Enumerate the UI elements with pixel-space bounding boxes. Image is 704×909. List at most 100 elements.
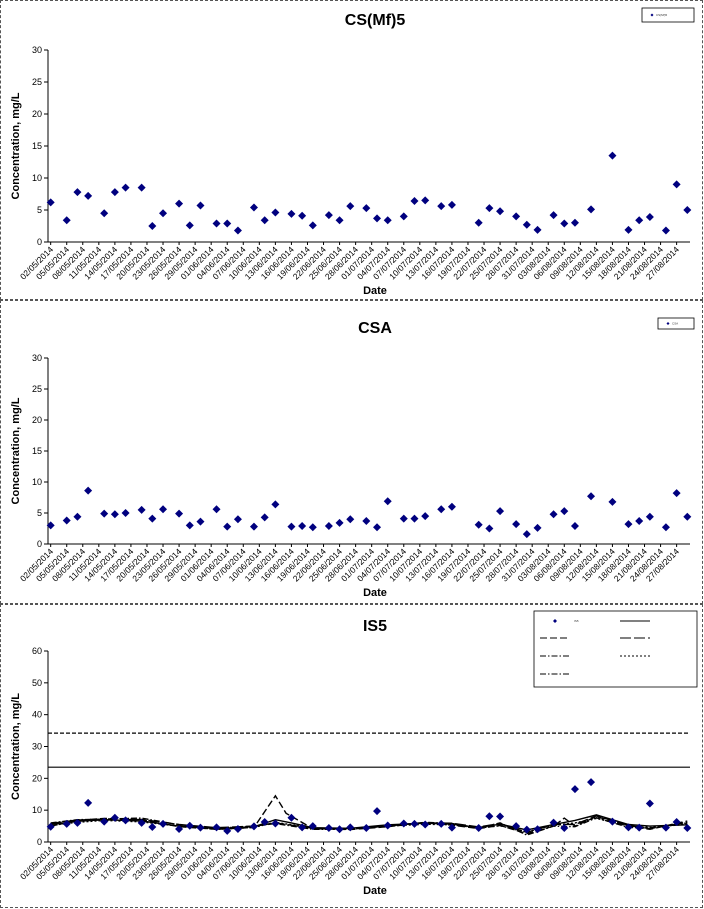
data-point — [100, 509, 109, 518]
legend-box — [641, 7, 695, 23]
data-point — [159, 505, 168, 514]
legend-box — [657, 317, 695, 330]
data-point — [271, 208, 280, 217]
data-point — [335, 518, 344, 527]
data-point — [212, 219, 221, 228]
data-point — [362, 517, 371, 526]
data-point — [635, 517, 644, 526]
data-point — [233, 515, 242, 524]
x-axis-label: Date — [363, 587, 387, 599]
y-tick-label: 10 — [32, 173, 42, 183]
data-point — [560, 219, 569, 228]
data-point — [437, 819, 446, 828]
data-point — [287, 209, 296, 218]
legend-marker — [650, 13, 654, 17]
y-tick-label: 20 — [32, 773, 42, 783]
y-tick-label: 60 — [32, 646, 42, 656]
x-axis-label: Date — [363, 285, 387, 297]
chart-panel-csa: CSA 0 5 10 15 20 25 30 Concentration, mg/L 02/05/… — [0, 300, 703, 604]
legend-marker — [666, 322, 670, 325]
data-point — [608, 151, 617, 160]
legend-box — [533, 610, 698, 688]
data-point — [175, 199, 184, 208]
data-point — [223, 826, 232, 835]
data-point — [287, 813, 296, 822]
data-point — [608, 497, 617, 506]
data-point — [308, 822, 317, 831]
legend: CSA — [657, 317, 695, 330]
data-point — [645, 799, 654, 808]
data-point — [399, 514, 408, 523]
data-point — [223, 522, 232, 531]
data-point — [496, 812, 505, 821]
data-point — [362, 204, 371, 213]
data-point — [73, 512, 82, 521]
data-point — [249, 522, 258, 531]
data-point — [421, 512, 430, 521]
data-point — [421, 196, 430, 205]
data-point — [137, 505, 146, 514]
data-point — [121, 816, 130, 825]
data-point — [383, 497, 392, 506]
data-point — [137, 818, 146, 827]
data-point — [683, 206, 692, 214]
data-point — [410, 819, 419, 828]
y-tick-label: 30 — [32, 45, 42, 55]
data-point — [260, 513, 269, 522]
data-point — [533, 225, 542, 234]
data-point — [683, 512, 692, 521]
data-point — [84, 798, 93, 807]
data-point — [298, 522, 307, 531]
x-axis-label: Date — [363, 885, 387, 897]
y-tick-label: 50 — [32, 678, 42, 688]
data-point — [570, 522, 579, 531]
data-point — [362, 823, 371, 832]
y-tick-label: 5 — [37, 205, 42, 215]
data-point — [635, 216, 644, 225]
data-point — [560, 823, 569, 832]
data-point — [474, 218, 483, 227]
data-point — [549, 211, 558, 220]
data-point — [399, 212, 408, 221]
data-point — [233, 226, 242, 235]
data-point — [308, 221, 317, 230]
data-point — [608, 817, 617, 826]
data-point — [587, 205, 596, 214]
data-point — [175, 824, 184, 833]
data-point — [485, 204, 494, 213]
data-point — [346, 202, 355, 211]
data-point — [373, 523, 382, 532]
data-point — [62, 819, 71, 828]
data-point — [549, 510, 558, 519]
data-point — [110, 188, 119, 197]
data-point — [223, 219, 232, 228]
data-point — [474, 520, 483, 529]
data-point — [635, 823, 644, 832]
data-point — [661, 523, 670, 532]
y-tick-label: 30 — [32, 353, 42, 363]
data-point — [185, 221, 194, 230]
data-point — [100, 817, 109, 826]
y-tick-label: 0 — [37, 837, 42, 847]
data-point — [373, 807, 382, 816]
y-tick-label: 15 — [32, 446, 42, 456]
data-point — [672, 817, 681, 826]
data-point — [212, 505, 221, 514]
data-point — [137, 183, 146, 192]
data-point — [185, 821, 194, 830]
data-point — [383, 216, 392, 225]
data-point — [587, 492, 596, 501]
data-point — [335, 216, 344, 225]
series-line — [50, 817, 688, 833]
data-point — [148, 514, 157, 523]
legend-label: CSA — [672, 322, 678, 326]
data-point — [84, 486, 93, 495]
data-point — [46, 198, 55, 207]
data-point — [570, 785, 579, 794]
data-point — [661, 226, 670, 235]
data-point — [624, 823, 633, 832]
legend-label: IS5 — [574, 619, 579, 623]
data-point — [410, 197, 419, 206]
